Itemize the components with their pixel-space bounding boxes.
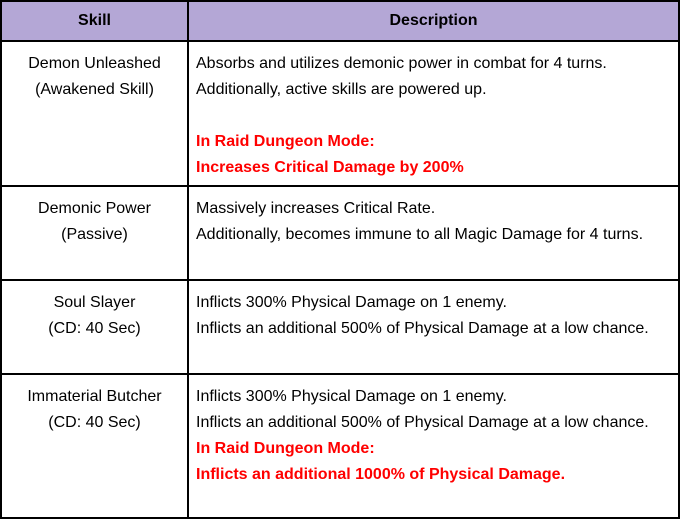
description-cell: Absorbs and utilizes demonic power in co…	[187, 40, 680, 187]
skill-cell: Soul Slayer (CD: 40 Sec)	[0, 279, 189, 375]
skill-name: Immaterial Butcher	[27, 388, 162, 405]
skill-type: (Passive)	[61, 226, 128, 243]
skill-type: (CD: 40 Sec)	[48, 414, 141, 431]
raid-text: Inflicts an additional 1000% of Physical…	[196, 466, 566, 483]
raid-text: Increases Critical Damage by 200%	[196, 159, 464, 176]
description-line: Absorbs and utilizes demonic power in co…	[196, 55, 607, 72]
description-line: Massively increases Critical Rate.	[196, 200, 436, 217]
description-line: Inflicts 300% Physical Damage on 1 enemy…	[196, 294, 507, 311]
skill-type: (CD: 40 Sec)	[48, 320, 141, 337]
skill-cell: Immaterial Butcher (CD: 40 Sec)	[0, 373, 189, 519]
header-description: Description	[187, 0, 680, 42]
skill-type: (Awakened Skill)	[35, 81, 154, 98]
table-row: Immaterial Butcher (CD: 40 Sec) Inflicts…	[0, 373, 680, 519]
header-row: Skill Description	[0, 0, 680, 42]
description-line: Inflicts an additional 500% of Physical …	[196, 320, 649, 337]
description-line: Inflicts 300% Physical Damage on 1 enemy…	[196, 388, 507, 405]
skill-cell: Demonic Power (Passive)	[0, 185, 189, 281]
description-line: Inflicts an additional 500% of Physical …	[196, 414, 649, 431]
skill-name: Soul Slayer	[53, 294, 136, 311]
description-cell: Inflicts 300% Physical Damage on 1 enemy…	[187, 373, 680, 519]
raid-title: In Raid Dungeon Mode:	[196, 133, 375, 150]
skill-name: Demonic Power	[38, 200, 151, 217]
table-row: Demonic Power (Passive) Massively increa…	[0, 185, 680, 281]
description-line: Additionally, becomes immune to all Magi…	[196, 226, 644, 243]
description-cell: Massively increases Critical Rate. Addit…	[187, 185, 680, 281]
raid-title: In Raid Dungeon Mode:	[196, 440, 375, 457]
table-row: Soul Slayer (CD: 40 Sec) Inflicts 300% P…	[0, 279, 680, 375]
description-line: Additionally, active skills are powered …	[196, 81, 487, 98]
skill-name: Demon Unleashed	[28, 55, 161, 72]
header-skill: Skill	[0, 0, 189, 42]
skill-cell: Demon Unleashed (Awakened Skill)	[0, 40, 189, 187]
description-cell: Inflicts 300% Physical Damage on 1 enemy…	[187, 279, 680, 375]
table-row: Demon Unleashed (Awakened Skill) Absorbs…	[0, 40, 680, 187]
